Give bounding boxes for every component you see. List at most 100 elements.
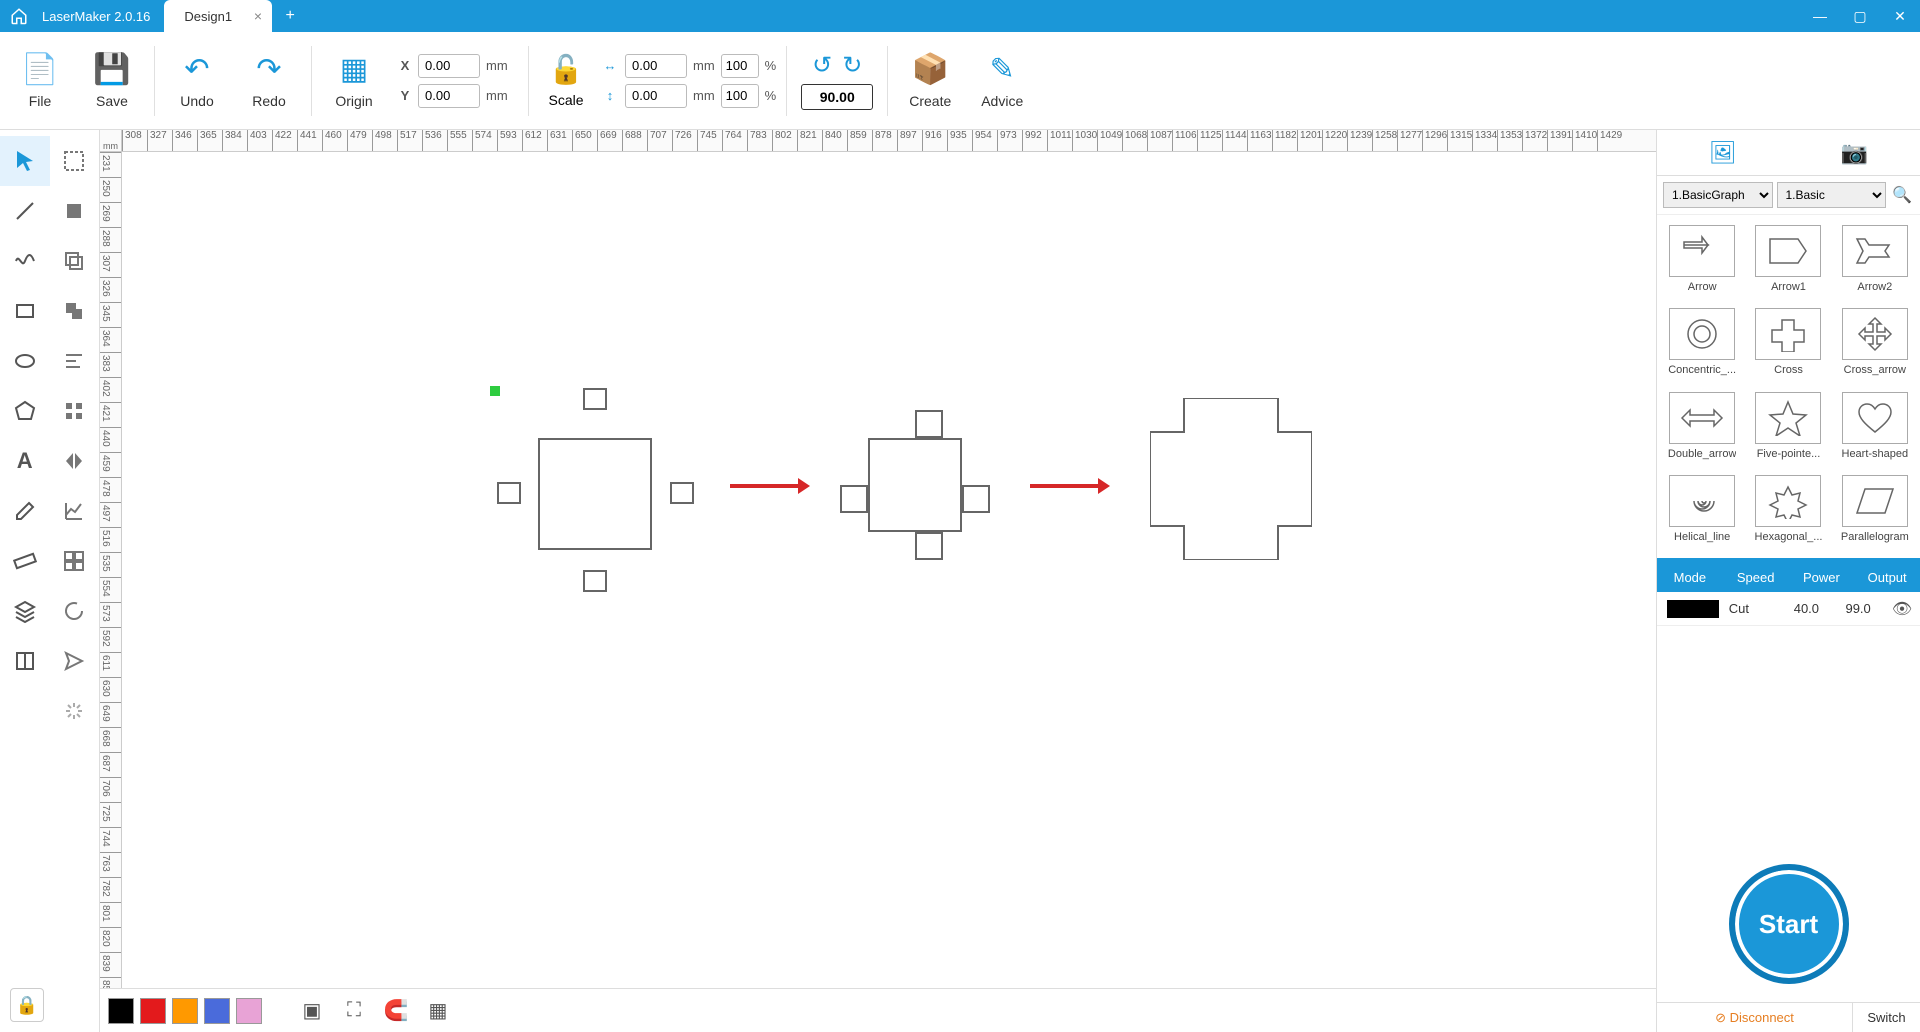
select-tool[interactable] [0, 136, 50, 186]
rotate-cw-icon[interactable]: ↻ [842, 51, 862, 80]
mirror-tool[interactable] [50, 436, 100, 486]
shape-library-item[interactable]: Parallelogram [1832, 471, 1918, 552]
rotate-input[interactable] [801, 84, 873, 110]
shape-library-item[interactable]: Heart-shaped [1832, 388, 1918, 469]
width-pct-input[interactable] [721, 54, 759, 78]
fill-tool[interactable] [50, 186, 100, 236]
redo-button[interactable]: ↷ Redo [233, 36, 305, 126]
visibility-icon[interactable]: 👁 [1884, 599, 1920, 619]
layers-tool[interactable] [0, 586, 50, 636]
crop-tool[interactable] [0, 636, 50, 686]
layer-speed: 40.0 [1781, 601, 1833, 616]
undo-button[interactable]: ↶ Undo [161, 36, 233, 126]
rotate-ccw-icon[interactable]: ↺ [812, 51, 832, 80]
shape-label: Parallelogram [1841, 531, 1909, 543]
color-swatch[interactable] [204, 998, 230, 1024]
shapes-tab[interactable]: 🖼 [1679, 134, 1767, 172]
new-tab-button[interactable]: + [276, 2, 304, 30]
height-pct-input[interactable] [721, 84, 759, 108]
shape-library-item[interactable]: Cross [1745, 304, 1831, 385]
grid-tool[interactable] [50, 386, 100, 436]
shape-thumb [1755, 308, 1821, 360]
canvas-shape[interactable] [868, 438, 962, 532]
graph-tool[interactable] [50, 486, 100, 536]
shape-thumb [1669, 392, 1735, 444]
file-button[interactable]: 📄 File [4, 36, 76, 126]
category-select-2[interactable]: 1.Basic [1777, 182, 1887, 208]
create-button[interactable]: 📦 Create [894, 36, 966, 126]
x-input[interactable] [418, 54, 480, 78]
category-select-1[interactable]: 1.BasicGraph [1663, 182, 1773, 208]
send-tool[interactable] [50, 636, 100, 686]
color-swatch[interactable] [172, 998, 198, 1024]
focus-button[interactable]: ⛶ [336, 993, 372, 1029]
shape-library-item[interactable]: Arrow1 [1745, 221, 1831, 302]
canvas-shape[interactable] [915, 410, 943, 438]
maximize-button[interactable]: ▢ [1840, 0, 1880, 32]
ellipse-tool[interactable] [0, 336, 50, 386]
lock-button[interactable]: 🔒 [10, 988, 44, 1022]
camera-tab[interactable]: 📷 [1811, 134, 1898, 172]
burst-tool[interactable] [50, 686, 100, 736]
height-input[interactable] [625, 84, 687, 108]
scale-button[interactable]: 🔓 Scale [535, 36, 597, 126]
y-label: Y [398, 88, 412, 103]
home-button[interactable] [0, 0, 38, 32]
canvas-shape[interactable] [670, 482, 694, 504]
origin-button[interactable]: ▦ Origin [318, 36, 390, 126]
rect-tool[interactable] [0, 286, 50, 336]
canvas-shape[interactable] [962, 485, 990, 513]
align-tool[interactable] [50, 336, 100, 386]
close-tab-icon[interactable]: × [254, 8, 262, 24]
disconnect-status[interactable]: ⊘ Disconnect [1657, 1010, 1852, 1026]
magnet-button[interactable]: 🧲 [378, 993, 414, 1029]
shape-library-item[interactable]: Concentric_... [1659, 304, 1745, 385]
attach-tool[interactable] [50, 586, 100, 636]
shape-library-item[interactable]: Five-pointe... [1745, 388, 1831, 469]
search-icon[interactable]: 🔍 [1890, 185, 1914, 205]
shape-thumb [1755, 475, 1821, 527]
text-tool[interactable]: A [0, 436, 50, 486]
marquee-tool[interactable] [50, 136, 100, 186]
start-button[interactable]: Start [1729, 864, 1849, 984]
eraser-tool[interactable] [0, 486, 50, 536]
grid-button[interactable]: ▦ [420, 993, 456, 1029]
union-tool[interactable] [50, 286, 100, 336]
advice-button[interactable]: ✎ Advice [966, 36, 1038, 126]
canvas-shape[interactable] [497, 482, 521, 504]
close-window-button[interactable]: ✕ [1880, 0, 1920, 32]
canvas-shape[interactable] [840, 485, 868, 513]
measure-tool[interactable] [0, 536, 50, 586]
canvas-cross-shape[interactable] [1150, 398, 1312, 560]
rotate-controls: ↺ ↻ [793, 51, 881, 110]
minimize-button[interactable]: — [1800, 0, 1840, 32]
canvas-shape[interactable] [583, 570, 607, 592]
shape-thumb [1755, 225, 1821, 277]
width-input[interactable] [625, 54, 687, 78]
shape-library-item[interactable]: Arrow [1659, 221, 1745, 302]
frame-button[interactable]: ▣ [294, 993, 330, 1029]
shape-library-item[interactable]: Hexagonal_... [1745, 471, 1831, 552]
canvas-shape[interactable] [583, 388, 607, 410]
color-swatch[interactable] [108, 998, 134, 1024]
line-tool[interactable] [0, 186, 50, 236]
shape-library-item[interactable]: Double_arrow [1659, 388, 1745, 469]
shape-library-item[interactable]: Arrow2 [1832, 221, 1918, 302]
shape-library-item[interactable]: Helical_line [1659, 471, 1745, 552]
document-tab[interactable]: Design1 × [164, 0, 272, 32]
canvas-shape[interactable] [915, 532, 943, 560]
canvas[interactable]: mm [122, 152, 1656, 1032]
curve-tool[interactable] [0, 236, 50, 286]
canvas-shape[interactable] [538, 438, 652, 550]
color-swatch[interactable] [236, 998, 262, 1024]
col-mode: Mode [1657, 570, 1723, 585]
y-input[interactable] [418, 84, 480, 108]
layer-row[interactable]: Cut 40.0 99.0 👁 [1657, 592, 1920, 626]
color-swatch[interactable] [140, 998, 166, 1024]
transform-tool[interactable] [50, 236, 100, 286]
switch-button[interactable]: Switch [1852, 1003, 1920, 1032]
shape-library-item[interactable]: Cross_arrow [1832, 304, 1918, 385]
polygon-tool[interactable] [0, 386, 50, 436]
save-button[interactable]: 💾 Save [76, 36, 148, 126]
array-tool[interactable] [50, 536, 100, 586]
